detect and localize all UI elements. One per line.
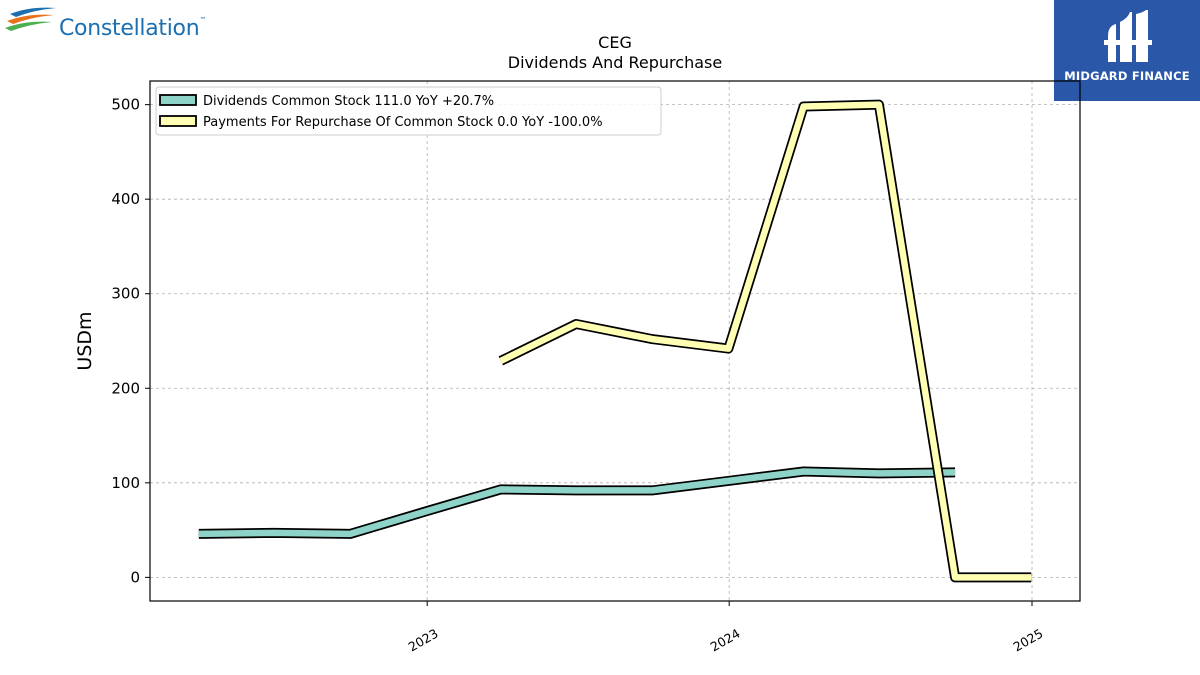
legend: Dividends Common Stock 111.0 YoY +20.7% P… <box>155 86 662 136</box>
y-tick-label: 400 <box>111 190 140 208</box>
y-tick-label: 200 <box>111 379 140 397</box>
x-tick-label: 2024 <box>708 626 743 655</box>
chart-subtitle: Dividends And Repurchase <box>507 53 723 72</box>
y-tick-label: 0 <box>130 568 140 586</box>
x-tick-label: 2023 <box>406 626 441 655</box>
y-tick-label: 100 <box>111 474 140 492</box>
constellation-swoosh-icon <box>5 7 56 31</box>
plot-frame <box>149 80 1081 602</box>
series-2-outline <box>498 99 1032 583</box>
y-axis-label: USDm <box>74 311 96 370</box>
midgard-emblem-icon <box>1104 10 1152 62</box>
series-1-outline <box>198 466 956 539</box>
chart-title: CEG <box>598 33 632 52</box>
midgard-finance-logo: MIDGARD FINANCE <box>1054 0 1200 101</box>
constellation-logo: Constellation™ <box>4 4 224 48</box>
legend-box <box>155 86 662 136</box>
y-tick-label: 300 <box>111 285 140 303</box>
legend-swatch-1 <box>159 94 197 106</box>
legend-label-1: Dividends Common Stock 111.0 YoY +20.7% <box>203 94 494 109</box>
series-2-line <box>499 101 1032 581</box>
midgard-logo-text: MIDGARD FINANCE <box>1064 69 1190 83</box>
legend-swatch-2 <box>159 115 197 127</box>
series-1-line <box>198 468 956 538</box>
legend-label-2: Payments For Repurchase Of Common Stock … <box>203 115 603 130</box>
x-tick-label: 2025 <box>1010 626 1045 655</box>
constellation-logo-text: Constellation™ <box>59 16 207 41</box>
y-tick-label: 500 <box>111 96 140 114</box>
